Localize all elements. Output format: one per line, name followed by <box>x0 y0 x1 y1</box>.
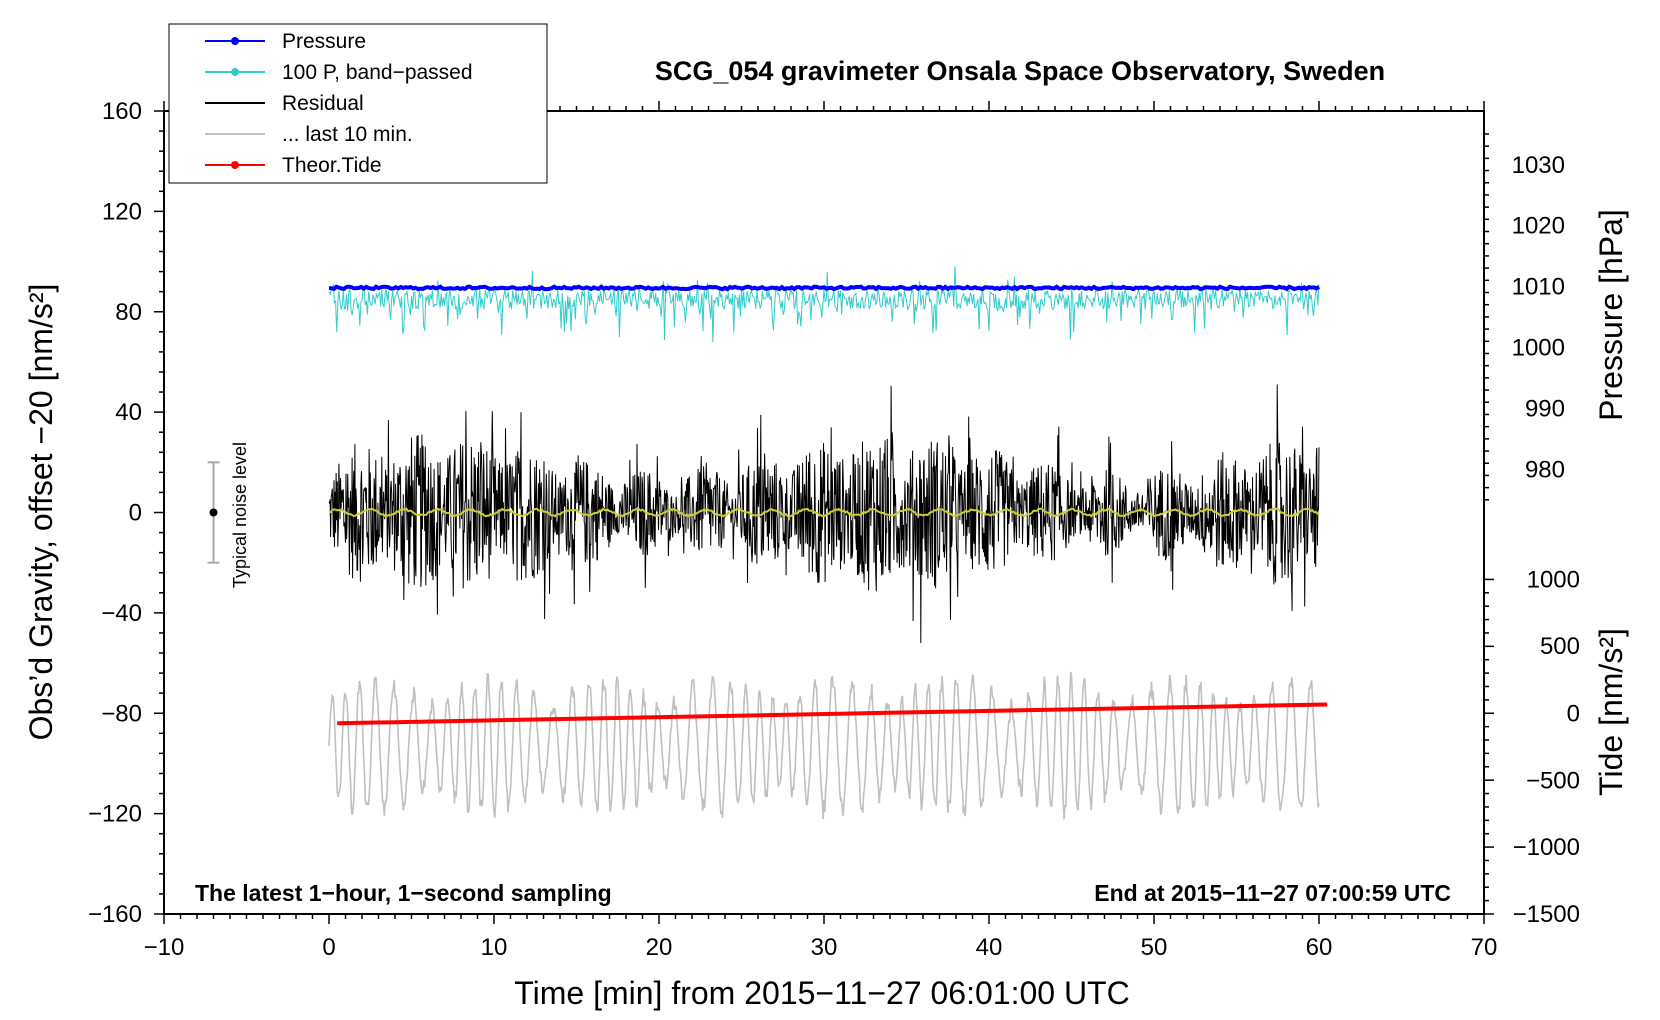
y-tick-label: 120 <box>102 198 142 225</box>
pressure-tick-label: 1010 <box>1512 274 1565 301</box>
x-tick-label: 20 <box>646 934 673 961</box>
legend-swatch-marker <box>231 37 239 45</box>
pressure-tick-label: 1030 <box>1512 152 1565 179</box>
legend-swatches <box>205 37 265 169</box>
y-tick-label: −80 <box>101 700 142 727</box>
x-tick-labels: −10 0 10 20 30 40 50 60 70 <box>144 934 1498 961</box>
tide-tick-label: 0 <box>1567 700 1580 727</box>
tide-tick-label: −1500 <box>1513 901 1580 928</box>
tide-tick-label: 500 <box>1540 633 1580 660</box>
residual-series-line <box>328 384 1320 644</box>
y-axis-title-left: Obs’d Gravity, offset −20 [nm/s²] <box>23 284 59 741</box>
x-tick-label: 0 <box>322 934 335 961</box>
pressure-tick-label: 990 <box>1525 395 1565 422</box>
legend-label-residual: Residual <box>282 92 364 115</box>
pressure-tick-label: 1020 <box>1512 213 1565 240</box>
sampling-note: The latest 1−hour, 1−second sampling <box>195 880 612 906</box>
last10min-series-line <box>328 671 1320 820</box>
x-tick-label: 40 <box>976 934 1003 961</box>
tide-tick-label: −1000 <box>1513 834 1580 861</box>
tide-tick-label: 1000 <box>1527 567 1580 594</box>
pressure-tick-label: 980 <box>1525 456 1565 483</box>
x-tick-label: 70 <box>1471 934 1498 961</box>
tide-tick-label: −500 <box>1526 767 1580 794</box>
bandpassed-series-line <box>328 265 1320 343</box>
x-tick-label: 60 <box>1306 934 1333 961</box>
residual-smoothed-series-line <box>328 507 1320 518</box>
pressure-tick-label: 1000 <box>1512 335 1565 362</box>
y-axis-title-pressure: Pressure [hPa] <box>1593 209 1629 421</box>
y-tick-label: 160 <box>102 98 142 125</box>
x-tick-label: −10 <box>144 934 185 961</box>
legend-label-bandpassed: 100 P, band−passed <box>282 61 473 84</box>
legend-label-pressure: Pressure <box>282 30 366 53</box>
y-tick-labels-left: 160 120 80 40 0 −40 −80 −120 −160 <box>88 98 142 928</box>
series-layer <box>328 265 1328 820</box>
legend: Pressure 100 P, band−passed Residual ...… <box>168 23 548 184</box>
y-tick-label: −40 <box>101 600 142 627</box>
y-tick-label: 80 <box>115 299 142 326</box>
x-tick-label: 30 <box>811 934 838 961</box>
chart-title: SCG_054 gravimeter Onsala Space Observat… <box>655 56 1385 86</box>
x-tick-label: 50 <box>1141 934 1168 961</box>
x-axis-title: Time [min] from 2015−11−27 06:01:00 UTC <box>514 975 1129 1011</box>
y-axis-title-tide: Tide [nm/s²] <box>1593 628 1629 796</box>
legend-label-last10: ... last 10 min. <box>282 123 413 146</box>
y-tick-label: 0 <box>129 500 142 527</box>
noise-label: Typical noise level <box>230 442 250 588</box>
x-tick-label: 10 <box>481 934 508 961</box>
legend-swatch-marker <box>231 161 239 169</box>
y-tick-label: 40 <box>115 399 142 426</box>
pressure-tick-labels: 1030 1020 1010 1000 990 980 <box>1512 152 1565 483</box>
y-tick-label: −160 <box>88 901 142 928</box>
y-tick-label: −120 <box>88 801 142 828</box>
legend-label-tide: Theor.Tide <box>282 154 382 177</box>
noise-center-dot <box>209 508 218 517</box>
end-time-note: End at 2015−11−27 07:00:59 UTC <box>1094 880 1451 906</box>
pressure-series-line <box>328 284 1321 292</box>
legend-swatch-marker <box>231 68 239 76</box>
tide-tick-labels: 1000 500 0 −500 −1000 −1500 <box>1513 567 1580 928</box>
noise-indicator <box>207 461 220 564</box>
theoretical-tide-line <box>337 702 1328 726</box>
